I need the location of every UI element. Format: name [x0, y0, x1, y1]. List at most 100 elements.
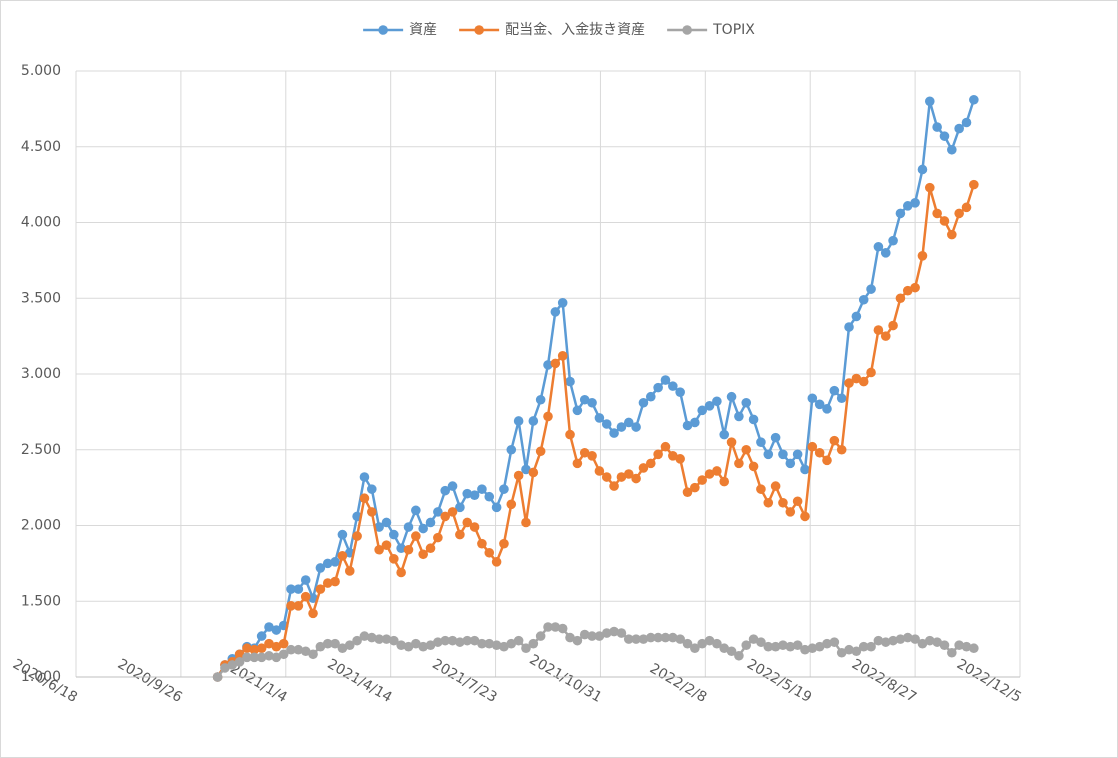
- point: [954, 123, 964, 134]
- point: [550, 622, 561, 632]
- point: [844, 644, 854, 655]
- point: [682, 420, 693, 431]
- point: [594, 413, 605, 423]
- point: [668, 451, 678, 461]
- point: [623, 469, 634, 479]
- point: [844, 322, 854, 332]
- point: [814, 447, 825, 458]
- point: [814, 399, 825, 410]
- point: [455, 637, 465, 647]
- point: [866, 641, 876, 652]
- y-tick-label: 4.500: [21, 139, 61, 155]
- point: [300, 575, 311, 585]
- point: [682, 638, 693, 649]
- point: [264, 622, 274, 632]
- point: [234, 649, 245, 660]
- point: [910, 282, 920, 293]
- point: [433, 507, 443, 517]
- y-tick-label: 1.500: [21, 593, 61, 609]
- point: [969, 94, 979, 105]
- point: [645, 458, 656, 469]
- point: [506, 499, 517, 510]
- point: [411, 531, 421, 541]
- point: [807, 441, 818, 452]
- point: [308, 608, 318, 619]
- point: [455, 529, 465, 540]
- point: [286, 600, 296, 611]
- point: [572, 635, 583, 646]
- point: [836, 393, 847, 404]
- point: [873, 635, 884, 646]
- point: [895, 634, 906, 644]
- point: [800, 464, 810, 475]
- point: [690, 482, 700, 493]
- y-tick-label: 3.500: [21, 290, 61, 306]
- point: [961, 641, 972, 652]
- point: [770, 432, 781, 443]
- point: [785, 641, 796, 652]
- point: [601, 472, 612, 482]
- point: [330, 557, 340, 567]
- point: [741, 640, 752, 650]
- point: [888, 320, 898, 331]
- point: [726, 391, 737, 402]
- point: [477, 484, 487, 494]
- point: [895, 208, 906, 219]
- point: [616, 422, 627, 432]
- point: [822, 455, 832, 466]
- legend-marker: [378, 25, 388, 35]
- point: [697, 405, 707, 416]
- point: [330, 576, 340, 587]
- point: [322, 638, 333, 649]
- point: [411, 638, 421, 649]
- point: [425, 517, 436, 528]
- point: [660, 375, 671, 385]
- point: [675, 634, 685, 644]
- point: [741, 444, 752, 455]
- point: [381, 540, 392, 550]
- point: [631, 634, 641, 644]
- point: [822, 638, 832, 649]
- point: [286, 584, 296, 594]
- point: [807, 393, 818, 404]
- point: [440, 511, 451, 522]
- point: [543, 622, 553, 632]
- point: [939, 640, 950, 650]
- point: [557, 297, 568, 308]
- point: [484, 547, 495, 558]
- point: [807, 643, 818, 654]
- point: [910, 634, 920, 644]
- point: [778, 640, 788, 650]
- legend-label: 資産: [409, 22, 437, 38]
- y-tick-label: 2.000: [21, 518, 61, 534]
- point: [366, 484, 377, 494]
- point: [535, 631, 546, 641]
- point: [389, 635, 399, 646]
- point: [418, 549, 428, 560]
- point: [770, 481, 781, 491]
- point: [829, 385, 840, 396]
- y-tick-label: 1.000: [21, 669, 61, 685]
- point: [491, 640, 502, 650]
- point: [521, 643, 531, 654]
- point: [374, 544, 384, 555]
- point: [374, 522, 384, 532]
- point: [579, 394, 590, 405]
- point: [300, 646, 311, 657]
- point: [359, 493, 370, 504]
- point: [484, 491, 495, 502]
- point: [858, 641, 869, 652]
- point: [528, 638, 539, 649]
- point: [763, 641, 774, 652]
- point: [829, 435, 840, 446]
- legend-marker: [682, 25, 692, 35]
- point: [778, 497, 788, 508]
- point: [969, 179, 979, 190]
- point: [242, 652, 252, 663]
- point: [433, 637, 443, 647]
- point: [579, 629, 590, 640]
- point: [550, 307, 561, 317]
- point: [969, 643, 979, 654]
- point: [719, 643, 730, 654]
